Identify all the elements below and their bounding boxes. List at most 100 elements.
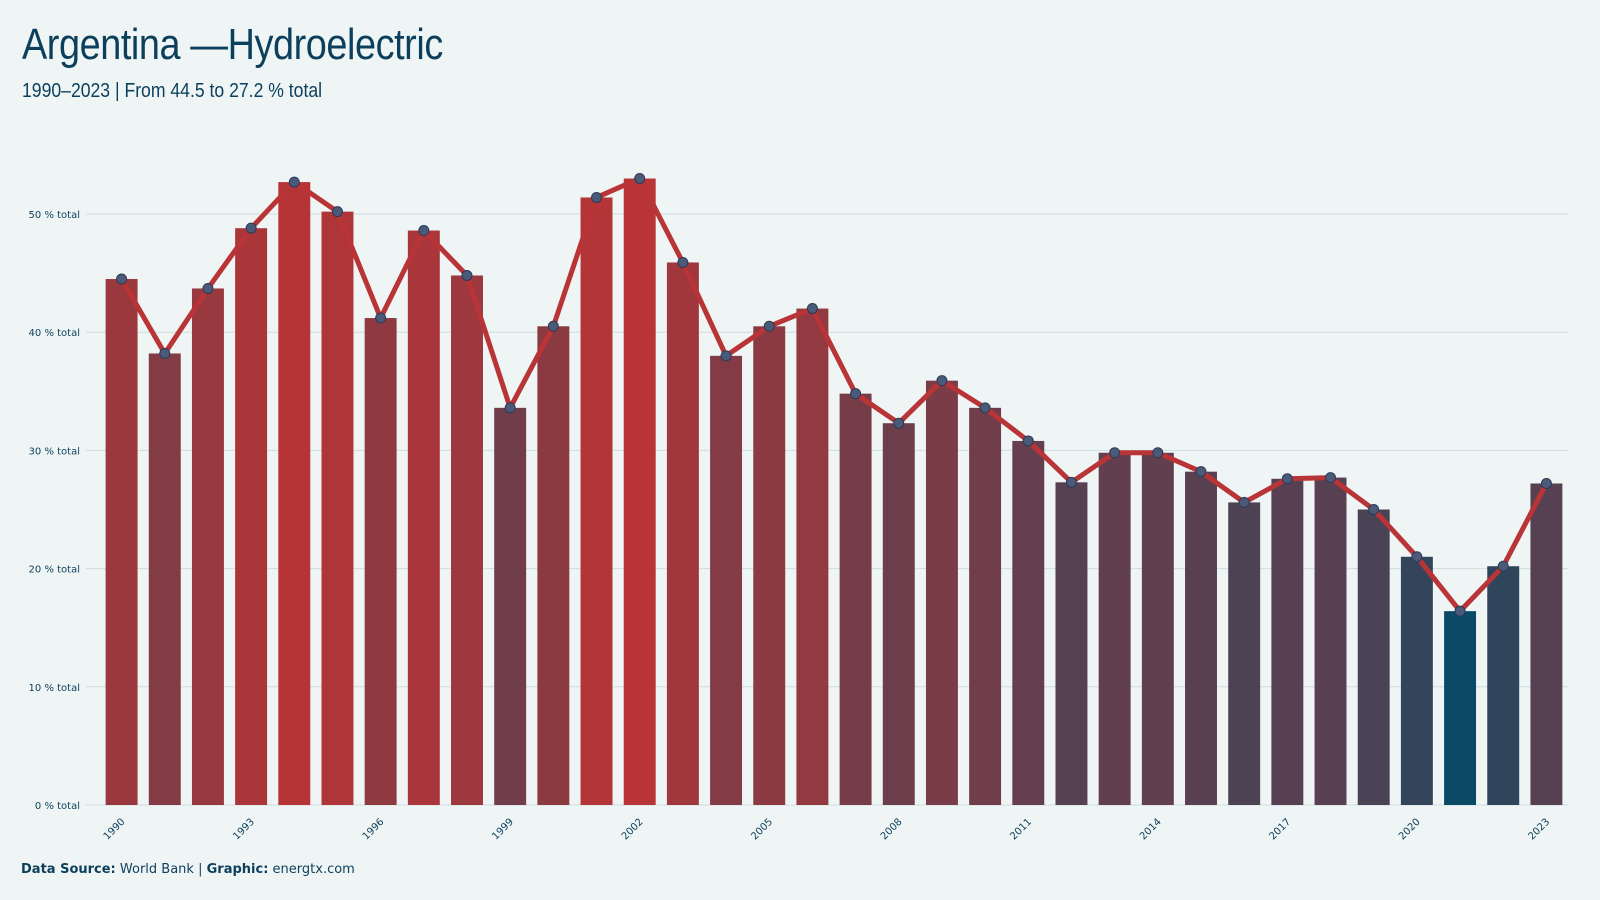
x-tick-label: 1993 xyxy=(231,817,257,843)
bar-1994 xyxy=(278,182,311,805)
x-tick-label: 2014 xyxy=(1138,817,1164,843)
point-2006 xyxy=(806,303,818,315)
bar-1998 xyxy=(451,275,483,805)
bar-1991 xyxy=(148,353,181,805)
bar-2020 xyxy=(1400,556,1433,805)
point-1995 xyxy=(331,206,343,218)
footer: Data Source: World Bank | Graphic: energ… xyxy=(21,862,355,877)
y-tick-label: 10 % total xyxy=(29,683,80,694)
bar-2021 xyxy=(1444,611,1477,805)
point-1990 xyxy=(116,273,128,285)
point-2004 xyxy=(720,350,732,362)
bar-2018 xyxy=(1314,477,1347,805)
bar-2013 xyxy=(1098,452,1131,805)
x-tick-label: 2008 xyxy=(879,817,905,843)
y-tick-label: 50 % total xyxy=(29,210,80,221)
y-tick-label: 40 % total xyxy=(29,328,80,339)
bar-2014 xyxy=(1141,452,1174,805)
point-2017 xyxy=(1281,473,1293,485)
point-2018 xyxy=(1325,472,1337,484)
bar-2019 xyxy=(1357,509,1390,805)
point-1999 xyxy=(504,402,516,414)
point-2013 xyxy=(1109,447,1121,459)
point-2015 xyxy=(1195,466,1207,478)
point-1994 xyxy=(288,176,300,188)
bar-2000 xyxy=(537,326,570,805)
y-axis: 0 % total 10 % total 20 % total 30 % total 4… xyxy=(29,210,80,812)
point-2022 xyxy=(1497,560,1509,572)
bar-1999 xyxy=(494,407,527,805)
graphic-label: Graphic: xyxy=(206,862,269,877)
x-tick-label: 2020 xyxy=(1397,817,1423,843)
point-2001 xyxy=(591,191,603,203)
bars xyxy=(105,178,1563,806)
trend-line xyxy=(119,176,1549,614)
bar-2002 xyxy=(623,178,656,806)
graphic-value: energtx.com xyxy=(272,862,355,877)
point-2005 xyxy=(763,320,775,332)
point-2000 xyxy=(547,320,559,332)
bar-2008 xyxy=(882,423,915,805)
bar-2015 xyxy=(1185,471,1217,805)
point-1993 xyxy=(245,222,257,234)
point-2002 xyxy=(634,173,646,185)
y-tick-label: 0 % total xyxy=(35,801,80,812)
point-2014 xyxy=(1152,447,1164,459)
point-2021 xyxy=(1454,605,1466,617)
point-2007 xyxy=(850,388,862,400)
x-tick-label: 1999 xyxy=(490,817,516,843)
bar-1992 xyxy=(191,288,224,805)
point-2012 xyxy=(1065,476,1077,488)
footer-separator: | xyxy=(198,862,203,877)
point-2023 xyxy=(1540,477,1552,489)
y-tick-label: 30 % total xyxy=(29,446,80,457)
source-value: World Bank xyxy=(119,862,194,877)
points xyxy=(116,173,1552,617)
point-2010 xyxy=(979,402,991,414)
point-2011 xyxy=(1022,435,1034,447)
bar-2012 xyxy=(1055,482,1088,805)
bar-2017 xyxy=(1271,478,1304,805)
bar-2006 xyxy=(796,308,829,805)
x-tick-label: 2023 xyxy=(1527,817,1553,843)
bar-2005 xyxy=(753,326,786,805)
x-tick-label: 2011 xyxy=(1008,817,1034,843)
point-1997 xyxy=(418,225,430,237)
point-2009 xyxy=(936,375,948,387)
bar-2023 xyxy=(1530,483,1563,805)
x-tick-label: 2002 xyxy=(620,817,646,843)
bar-2001 xyxy=(580,197,613,805)
x-tick-label: 1990 xyxy=(102,817,128,843)
bar-1995 xyxy=(321,211,354,806)
point-2016 xyxy=(1238,496,1250,508)
chart-title: Argentina —Hydroelectric xyxy=(22,20,443,69)
point-2020 xyxy=(1411,551,1423,563)
bar-2003 xyxy=(666,262,699,805)
source-label: Data Source: xyxy=(21,862,116,877)
bar-2010 xyxy=(969,407,1002,805)
bar-2009 xyxy=(925,380,958,805)
point-2003 xyxy=(677,256,689,268)
point-1992 xyxy=(202,282,214,294)
point-1998 xyxy=(461,269,473,281)
point-2008 xyxy=(893,417,905,429)
point-1991 xyxy=(159,347,171,359)
bar-1997 xyxy=(407,230,440,806)
x-axis: 1990 1993 1996 1999 2002 2005 2008 2011 2014 2017… xyxy=(102,817,1553,843)
x-tick-label: 2017 xyxy=(1267,817,1293,843)
point-2019 xyxy=(1368,504,1380,515)
series-line xyxy=(119,176,1549,614)
bar-2004 xyxy=(710,355,743,805)
bar-2016 xyxy=(1228,502,1261,805)
chart-subtitle: 1990–2023 | From 44.5 to 27.2 % total xyxy=(22,80,323,102)
x-tick-label: 1996 xyxy=(361,817,387,843)
bar-2011 xyxy=(1012,440,1045,805)
bar-1990 xyxy=(105,279,138,805)
bar-1993 xyxy=(235,228,268,805)
bar-1996 xyxy=(364,318,397,805)
bar-2007 xyxy=(839,393,872,805)
x-tick-label: 2005 xyxy=(749,817,775,843)
y-tick-label: 20 % total xyxy=(29,565,80,576)
point-1996 xyxy=(375,312,387,324)
